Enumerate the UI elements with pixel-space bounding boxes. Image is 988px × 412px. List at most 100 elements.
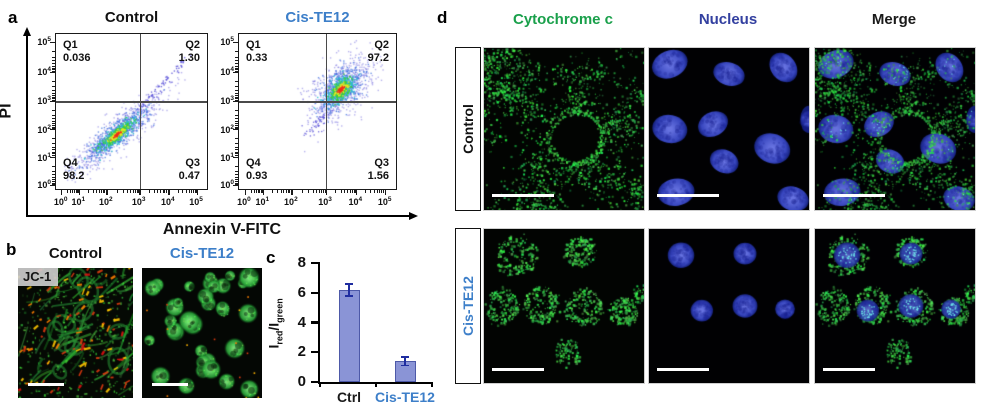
scale-bar bbox=[657, 368, 709, 371]
jc1-image-cis-te12 bbox=[142, 268, 262, 398]
bar-chart-y-axis-label: Ired/Igreen bbox=[265, 298, 285, 349]
tick-label: 103 bbox=[131, 196, 146, 207]
x-tick-labels: 100 101 102 103 104 105 bbox=[237, 190, 397, 208]
scale-bar bbox=[823, 194, 885, 197]
quadrant-q2: Q2 97.2 bbox=[367, 39, 389, 64]
tick-label: 105 bbox=[37, 36, 51, 48]
panel-a-x-axis-label: Annexin V-FITC bbox=[162, 221, 282, 238]
jc1-control-canvas bbox=[18, 268, 133, 398]
y-tick-labels: 105 104 103 102 101 100 bbox=[29, 33, 53, 190]
image-cis-te12-merge bbox=[814, 228, 976, 384]
quadrant-gate-horizontal bbox=[239, 101, 396, 103]
bar-chart-y-tick: 8 bbox=[297, 254, 306, 271]
bar-chart-category-Cis-TE12: Cis-TE12 bbox=[375, 389, 435, 405]
tick-label: 102 bbox=[99, 196, 113, 207]
bar-chart-y-tick: 0 bbox=[297, 373, 306, 390]
tick-label: 100 bbox=[53, 196, 68, 207]
tick-label: 102 bbox=[37, 123, 51, 135]
image-control-merge bbox=[814, 47, 976, 211]
panel-a-y-axis-line bbox=[26, 36, 29, 217]
tick-label: 105 bbox=[377, 196, 392, 207]
quadrant-q3: Q3 1.56 bbox=[367, 157, 389, 182]
cis-cytochrome-canvas bbox=[484, 229, 644, 383]
control-nucleus-canvas bbox=[649, 48, 809, 210]
cis-merge-canvas bbox=[815, 229, 975, 383]
tick-label: 103 bbox=[37, 95, 51, 107]
tick-label: 101 bbox=[255, 196, 270, 207]
tick-label: 100 bbox=[37, 179, 51, 191]
panel-b-header-control: Control bbox=[48, 245, 103, 262]
tick-label: 101 bbox=[220, 151, 234, 163]
bar-Ctrl bbox=[338, 289, 360, 382]
bar-chart-plot-area: 0 2 4 6 8 Ctrl Cis-TE12 bbox=[298, 254, 435, 405]
panel-d-header-cytochrome-c: Cytochrome c bbox=[512, 11, 614, 28]
panel-a-y-axis-arrowhead bbox=[22, 27, 31, 36]
scale-bar bbox=[492, 368, 544, 371]
panel-a-y-axis-label: PI bbox=[0, 103, 15, 119]
panel-a-x-axis-arrowhead bbox=[409, 212, 418, 220]
quadrant-gate-horizontal bbox=[56, 101, 207, 103]
image-cis-te12-cytochrome-c bbox=[483, 228, 645, 384]
tick-label: 103 bbox=[220, 95, 234, 107]
panel-c-label: c bbox=[266, 248, 276, 267]
flow-plot-cis-te12: Cis-TE12 Q1 0.33 Q2 97.2 Q4 0.93 Q3 1.56 105… bbox=[220, 9, 397, 207]
tick-label: 104 bbox=[220, 66, 234, 78]
panel-b-label: b bbox=[6, 240, 17, 259]
jc1-cis-canvas bbox=[142, 268, 262, 398]
quadrant-gate-vertical bbox=[139, 34, 142, 189]
panel-d-label: d bbox=[437, 8, 448, 27]
quadrant-q2: Q2 1.30 bbox=[178, 39, 200, 64]
flow-plot-title: Control bbox=[104, 9, 159, 26]
flow-plot-control: Control Q1 0.036 Q2 1.30 Q4 98.2 Q3 0.47 105… bbox=[37, 9, 208, 207]
scale-bar bbox=[28, 383, 64, 386]
image-cis-te12-nucleus bbox=[648, 228, 810, 384]
panel-d-row-label-cis-te12: Cis-TE12 bbox=[455, 228, 481, 384]
tick-label: 103 bbox=[318, 196, 332, 207]
panel-a-label: a bbox=[8, 8, 18, 27]
flow-plot-frame: Q1 0.036 Q2 1.30 Q4 98.2 Q3 0.47 bbox=[55, 33, 208, 190]
bar-chart-y-tick: 4 bbox=[297, 313, 306, 331]
jc1-image-control: JC-1 bbox=[18, 268, 133, 398]
bar-chart-y-tick: 6 bbox=[297, 283, 306, 301]
scale-bar bbox=[823, 368, 875, 371]
flow-plot-title: Cis-TE12 bbox=[285, 9, 350, 26]
scale-bar bbox=[657, 194, 719, 197]
tick-label: 102 bbox=[220, 123, 234, 135]
bar-chart-category-Ctrl: Ctrl bbox=[336, 389, 362, 405]
tick-label: 100 bbox=[237, 196, 251, 207]
control-merge-canvas bbox=[815, 48, 975, 210]
tick-label: 102 bbox=[284, 196, 298, 207]
flow-plot-frame: Q1 0.33 Q2 97.2 Q4 0.93 Q3 1.56 bbox=[238, 33, 397, 190]
y-tick-labels: 105 104 103 102 101 100 bbox=[212, 33, 236, 190]
panel-d-header-nucleus: Nucleus bbox=[698, 11, 758, 28]
panel-d-row-label-control: Control bbox=[455, 47, 481, 211]
image-control-cytochrome-c bbox=[483, 47, 645, 211]
quadrant-q4: Q4 0.93 bbox=[246, 157, 268, 182]
tick-label: 104 bbox=[37, 66, 51, 78]
tick-label: 105 bbox=[189, 196, 203, 207]
quadrant-gate-vertical bbox=[326, 34, 328, 189]
tick-label: 100 bbox=[220, 179, 234, 191]
flow-scatter-canvas bbox=[239, 34, 396, 189]
tick-label: 101 bbox=[71, 196, 86, 207]
quadrant-q3: Q3 0.47 bbox=[178, 157, 200, 182]
quadrant-q4: Q4 98.2 bbox=[63, 157, 85, 182]
tick-label: 104 bbox=[348, 196, 363, 207]
scale-bar bbox=[492, 194, 554, 197]
scale-bar bbox=[152, 383, 188, 386]
control-cytochrome-canvas bbox=[484, 48, 644, 210]
x-tick-labels: 100 101 102 103 104 105 bbox=[53, 190, 208, 208]
image-control-nucleus bbox=[648, 47, 810, 211]
quadrant-q1: Q1 0.33 bbox=[246, 39, 268, 64]
tick-label: 101 bbox=[37, 151, 51, 163]
bar-chart-y-tick: 2 bbox=[297, 343, 306, 361]
panel-d-header-merge: Merge bbox=[871, 11, 917, 28]
tick-label: 104 bbox=[160, 196, 175, 207]
flow-scatter-canvas bbox=[56, 34, 207, 189]
cis-nucleus-canvas bbox=[649, 229, 809, 383]
panel-b-header-cis-te12: Cis-TE12 bbox=[169, 245, 235, 262]
quadrant-q1: Q1 0.036 bbox=[63, 39, 91, 64]
tick-label: 105 bbox=[220, 36, 234, 48]
jc1-stain-badge: JC-1 bbox=[18, 268, 59, 286]
